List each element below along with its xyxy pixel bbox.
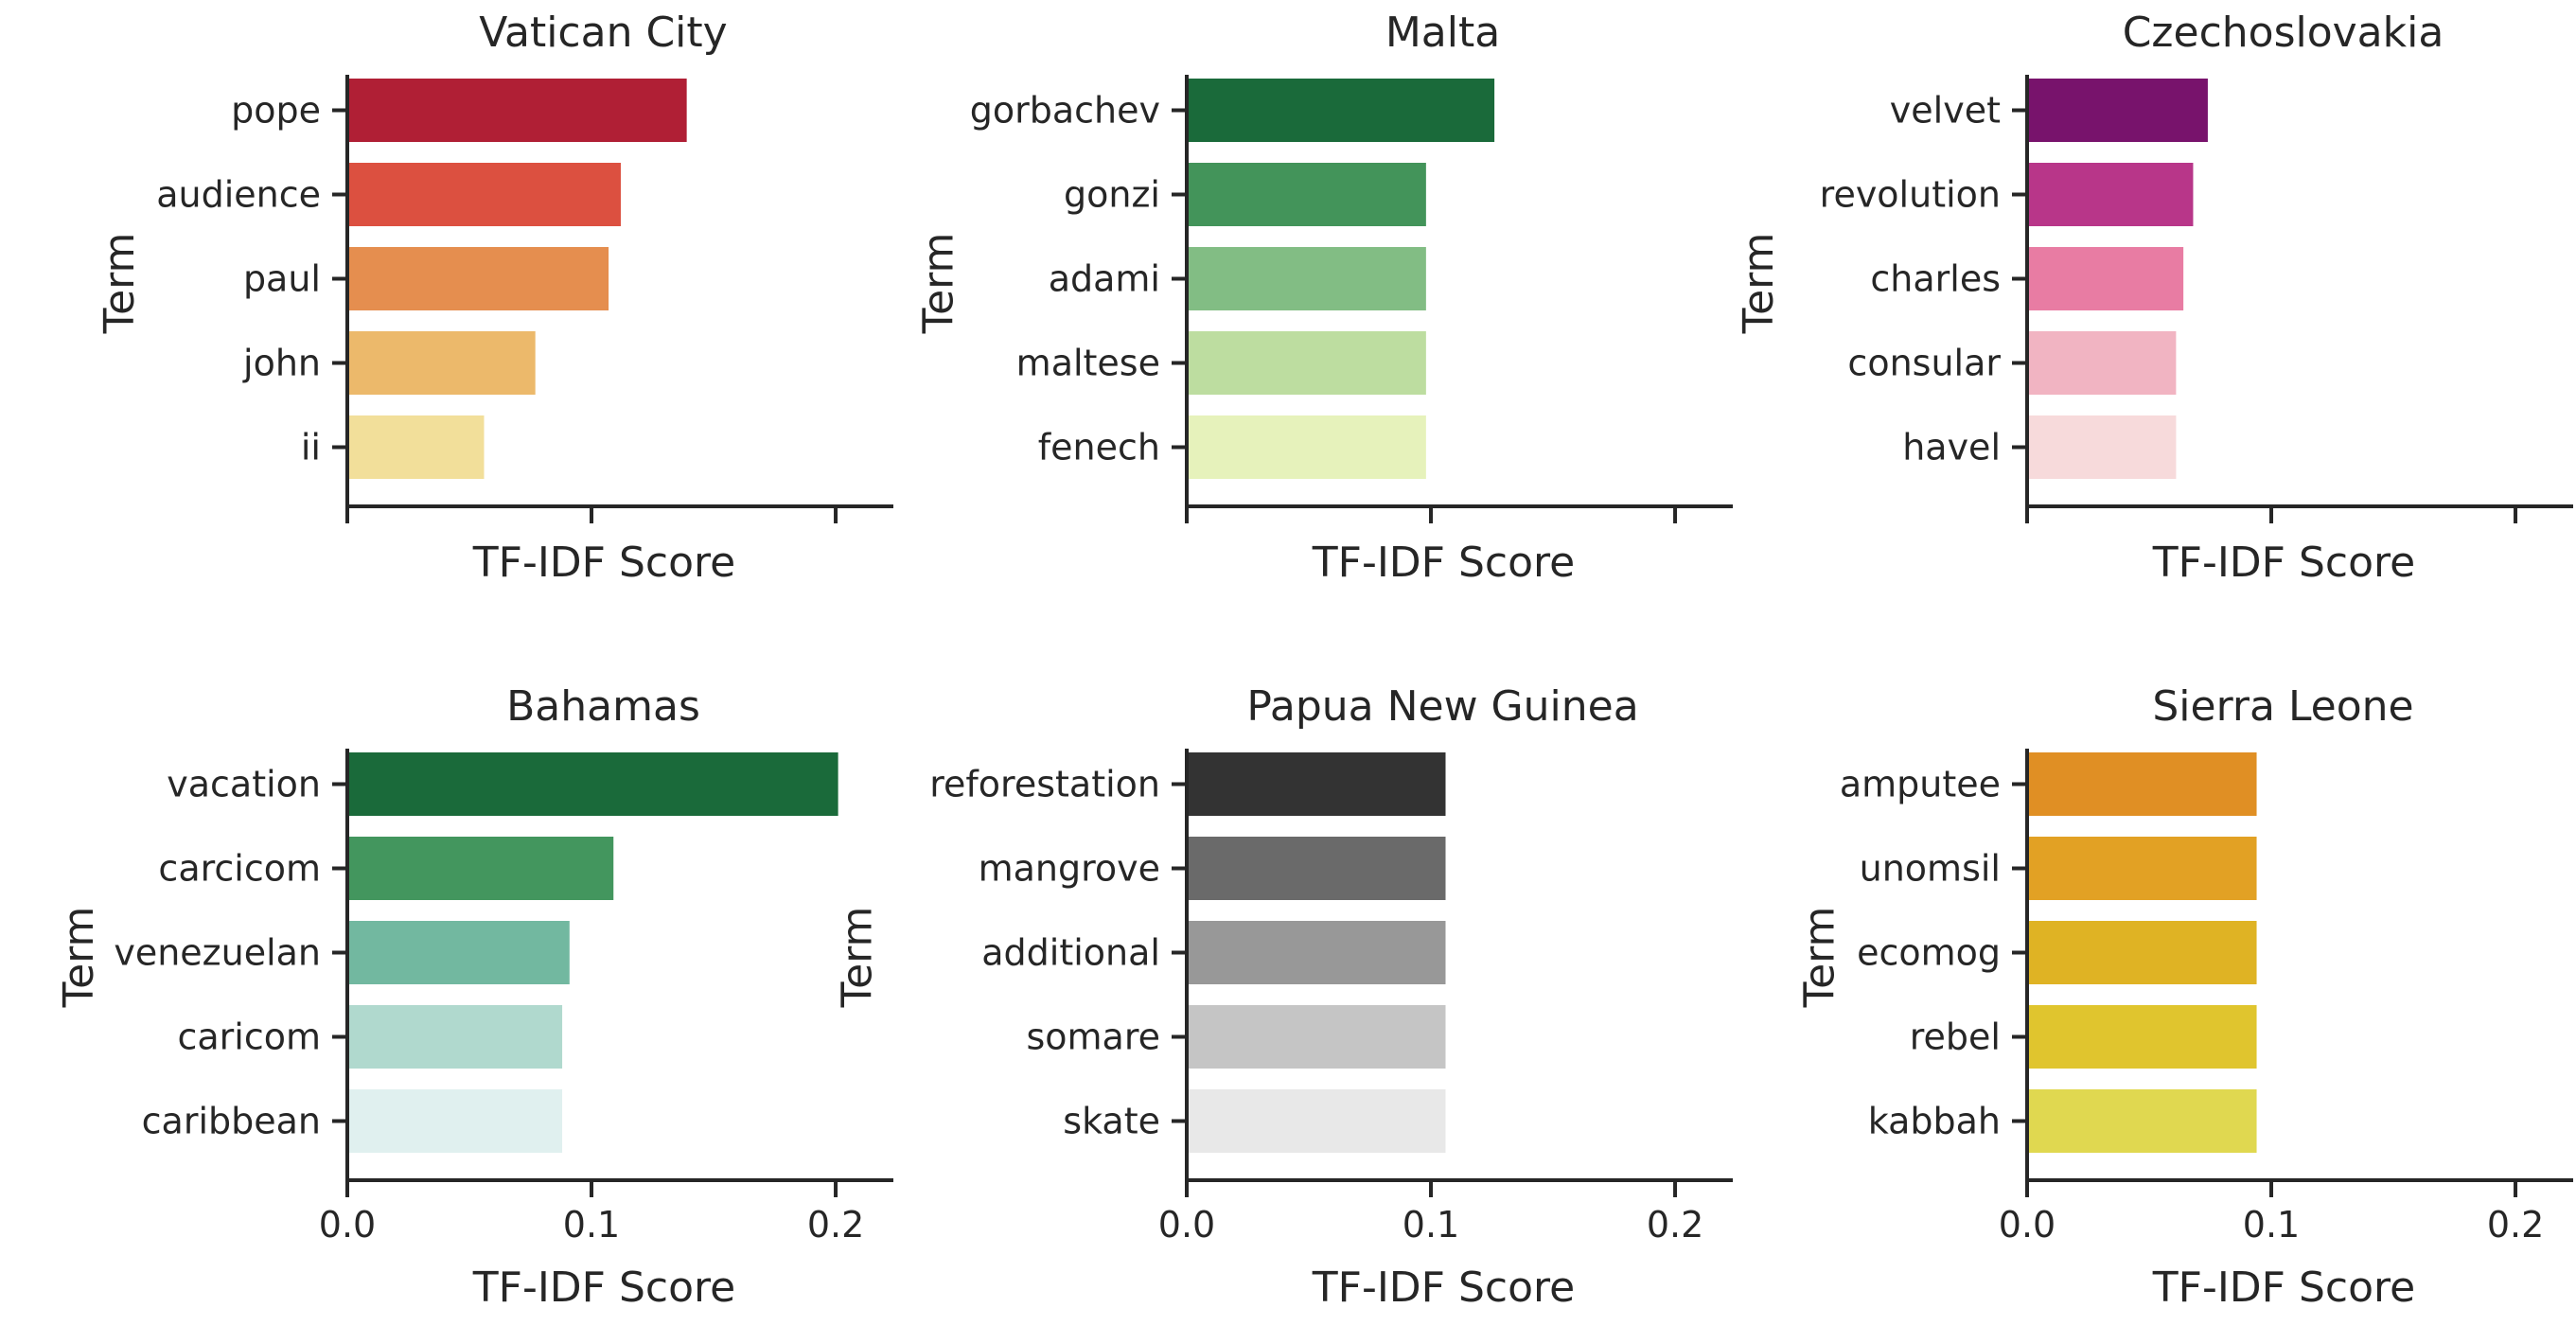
- y-tick-label: ii: [301, 427, 321, 468]
- bar: [347, 247, 609, 310]
- y-tick-label: amputee: [1840, 764, 2001, 805]
- bar: [347, 415, 485, 479]
- bar: [2027, 1005, 2257, 1069]
- bar: [347, 752, 838, 816]
- bar: [347, 921, 570, 984]
- bar: [347, 1089, 563, 1153]
- y-axis-label: Term: [915, 233, 963, 335]
- panel-title: Malta: [1385, 9, 1500, 57]
- bar: [2027, 752, 2257, 816]
- panel-title: Bahamas: [506, 682, 700, 731]
- y-tick-label: john: [242, 343, 321, 384]
- x-tick-label: 0.1: [2243, 1204, 2300, 1246]
- y-tick-label: pope: [231, 90, 321, 132]
- x-axis-label: TF-IDF Score: [2152, 539, 2415, 587]
- x-axis-label: TF-IDF Score: [1312, 539, 1575, 587]
- y-tick-label: reforestation: [929, 764, 1160, 805]
- y-axis-label: Term: [834, 907, 882, 1009]
- bar: [347, 79, 687, 142]
- y-tick-label: somare: [1026, 1016, 1160, 1058]
- x-tick-label: 0.0: [319, 1204, 376, 1246]
- bar: [2027, 1089, 2257, 1153]
- bar: [2027, 331, 2177, 395]
- bar: [2027, 247, 2184, 310]
- y-axis-label: Term: [55, 907, 103, 1009]
- bar: [1187, 163, 1426, 226]
- y-axis-label: Term: [1796, 907, 1844, 1009]
- bar: [347, 163, 621, 226]
- bar: [2027, 163, 2194, 226]
- y-tick-label: carcicom: [158, 848, 321, 890]
- y-tick-label: vacation: [167, 764, 321, 805]
- x-axis-label: TF-IDF Score: [472, 1263, 735, 1312]
- y-tick-label: paul: [243, 258, 321, 300]
- panel-title: Sierra Leone: [2152, 682, 2413, 731]
- panel-title: Papua New Guinea: [1246, 682, 1638, 731]
- bar: [2027, 415, 2177, 479]
- x-axis-label: TF-IDF Score: [472, 539, 735, 587]
- y-tick-label: skate: [1063, 1101, 1160, 1142]
- chart-panel-6: Sierra Leone amputee unomsil ecomog rebel kab…: [1796, 682, 2573, 1312]
- bar: [1187, 837, 1446, 900]
- bar: [1187, 247, 1426, 310]
- x-axis-label: TF-IDF Score: [1312, 1263, 1575, 1312]
- bar: [1187, 1089, 1446, 1153]
- x-axis-label: TF-IDF Score: [2152, 1263, 2415, 1312]
- chart-panel-3: Czechoslovakia velvet revolution charles con…: [1735, 9, 2573, 587]
- y-tick-label: kabbah: [1868, 1101, 2001, 1142]
- y-tick-label: revolution: [1820, 174, 2001, 216]
- bar: [2027, 921, 2257, 984]
- y-tick-label: unomsil: [1860, 848, 2001, 890]
- bar: [1187, 921, 1446, 984]
- panel-title: Czechoslovakia: [2123, 9, 2444, 57]
- bar: [2027, 79, 2208, 142]
- bar: [347, 837, 614, 900]
- chart-panel-5: Papua New Guinea reforestation mangrove add…: [834, 682, 1733, 1312]
- bar: [1187, 331, 1426, 395]
- x-tick-label: 0.0: [1999, 1204, 2056, 1246]
- x-tick-label: 0.1: [563, 1204, 620, 1246]
- y-tick-label: caricom: [177, 1016, 321, 1058]
- bar: [1187, 79, 1495, 142]
- x-tick-label: 0.1: [1403, 1204, 1459, 1246]
- y-axis-label: Term: [1735, 233, 1783, 335]
- x-tick-label: 0.2: [807, 1204, 864, 1246]
- panel-title: Vatican City: [479, 9, 727, 57]
- y-tick-label: ecomog: [1857, 932, 2001, 974]
- chart-panel-1: Vatican City pope audience paul john ii TF-IDF…: [96, 9, 893, 587]
- bar: [1187, 1005, 1446, 1069]
- y-tick-label: gonzi: [1064, 174, 1160, 216]
- y-tick-label: rebel: [1910, 1016, 2001, 1058]
- y-tick-label: fenech: [1038, 427, 1160, 468]
- y-tick-label: adami: [1049, 258, 1160, 300]
- y-tick-label: velvet: [1890, 90, 2001, 132]
- y-tick-label: maltese: [1016, 343, 1160, 384]
- y-tick-label: gorbachev: [970, 90, 1160, 132]
- chart-panel-4: Bahamas vacation carcicom venezuelan caricom…: [55, 682, 893, 1312]
- y-tick-label: audience: [156, 174, 321, 216]
- x-tick-label: 0.2: [1647, 1204, 1703, 1246]
- bar: [1187, 752, 1446, 816]
- bar: [347, 1005, 563, 1069]
- chart-panel-2: Malta gorbachev gonzi adami maltese fenech TF-…: [915, 9, 1733, 587]
- x-tick-label: 0.2: [2487, 1204, 2544, 1246]
- y-axis-label: Term: [96, 233, 144, 335]
- y-tick-label: charles: [1870, 258, 2001, 300]
- x-tick-label: 0.0: [1158, 1204, 1215, 1246]
- y-tick-label: mangrove: [979, 848, 1160, 890]
- y-tick-label: additional: [981, 932, 1160, 974]
- y-tick-label: consular: [1847, 343, 2001, 384]
- bar: [2027, 837, 2257, 900]
- bar: [1187, 415, 1426, 479]
- y-tick-label: venezuelan: [114, 932, 321, 974]
- bar: [347, 331, 536, 395]
- y-tick-label: caribbean: [142, 1101, 321, 1142]
- y-tick-label: havel: [1902, 427, 2001, 468]
